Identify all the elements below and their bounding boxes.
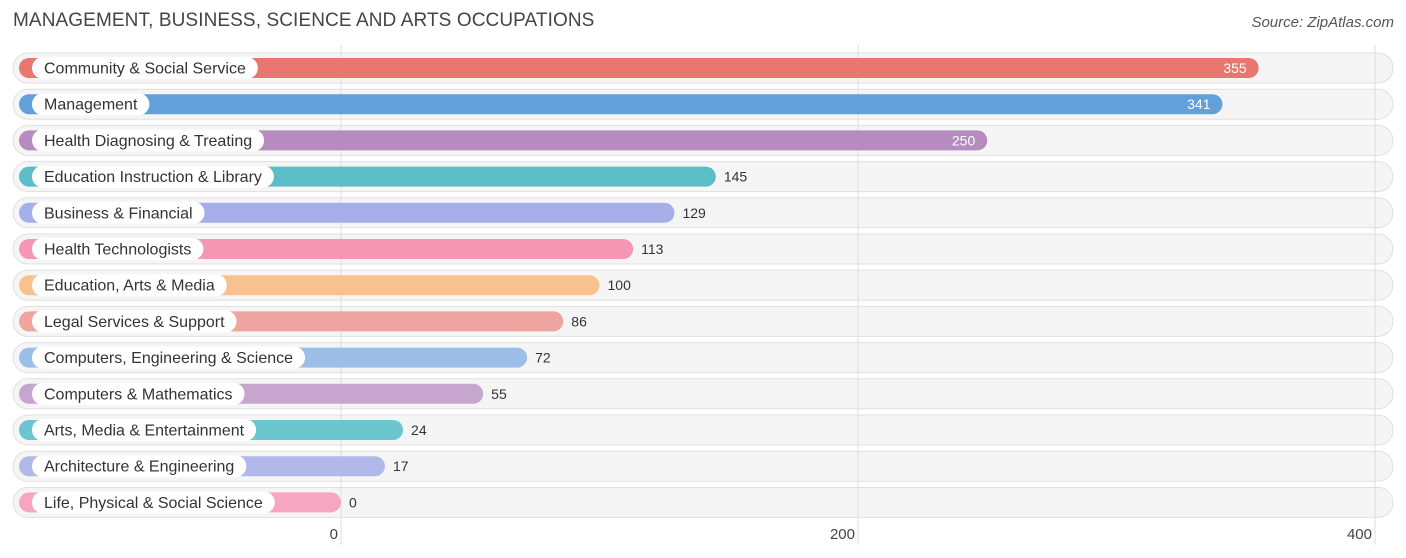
category-label-pill: [32, 165, 274, 188]
x-tick-label: 400: [1347, 526, 1372, 543]
category-label-pill: [32, 93, 150, 116]
category-label-pill: [32, 491, 275, 514]
bar: [19, 58, 1259, 78]
category-label: Arts, Media & Entertainment: [44, 423, 245, 440]
category-label-pill: [32, 346, 306, 369]
chart-title: MANAGEMENT, BUSINESS, SCIENCE AND ARTS O…: [13, 10, 595, 31]
value-label: 55: [491, 386, 507, 402]
category-label-pill: [32, 129, 265, 152]
category-label: Life, Physical & Social Science: [44, 495, 263, 512]
category-label-pill: [32, 455, 247, 478]
value-label: 145: [724, 169, 748, 185]
category-label: Health Diagnosing & Treating: [44, 133, 252, 150]
category-label: Business & Financial: [44, 205, 193, 222]
category-label: Health Technologists: [44, 242, 191, 259]
value-label: 72: [535, 350, 551, 366]
category-label: Community & Social Service: [44, 61, 246, 78]
value-label: 355: [1223, 60, 1247, 76]
category-label: Education, Arts & Media: [44, 278, 215, 295]
value-label: 0: [349, 494, 357, 510]
category-label: Management: [44, 97, 138, 114]
category-label-pill: [32, 238, 204, 260]
bar: [19, 94, 1223, 115]
value-label: 17: [393, 458, 409, 474]
value-label: 129: [682, 205, 706, 221]
category-label-pill: [32, 310, 237, 333]
category-label-pill: [32, 57, 258, 79]
value-label: 250: [952, 132, 976, 148]
category-label-pill: [32, 201, 205, 224]
value-label: 113: [641, 241, 664, 257]
category-label: Computers, Engineering & Science: [44, 350, 293, 367]
value-label: 100: [608, 277, 632, 293]
value-label: 86: [571, 313, 587, 329]
value-label: 341: [1187, 96, 1211, 112]
source-note: Source: ZipAtlas.com: [1251, 14, 1394, 31]
category-label: Education Instruction & Library: [44, 169, 262, 186]
category-label-pill: [32, 419, 257, 441]
category-label: Computers & Mathematics: [44, 386, 233, 403]
category-label-pill: [32, 274, 227, 297]
row-background: [12, 486, 1394, 518]
x-tick-label: 0: [330, 526, 338, 543]
category-label-pill: [32, 382, 245, 405]
value-label: 24: [411, 422, 427, 438]
x-tick-label: 200: [830, 526, 855, 543]
category-label: Legal Services & Support: [44, 314, 225, 331]
category-label: Architecture & Engineering: [44, 459, 234, 476]
